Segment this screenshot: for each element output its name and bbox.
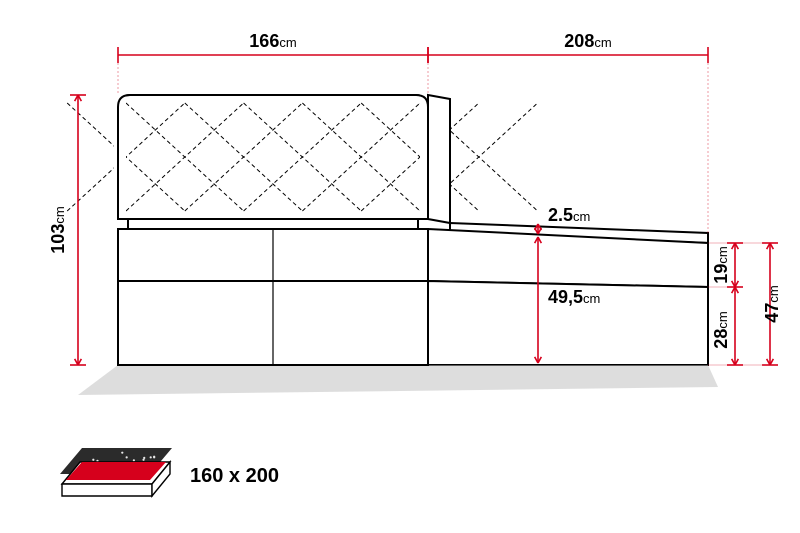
dimension-label: 166cm [249,31,296,51]
mattress-size-label: 160 x 200 [190,465,279,487]
dimension-label: 103cm [48,206,68,253]
dimension-label: 47cm [762,285,782,322]
dimension-label: 19cm [711,246,731,283]
svg-text:103cm: 103cm [48,206,68,253]
svg-text:208cm: 208cm [564,31,611,51]
svg-text:28cm: 28cm [711,311,731,348]
svg-text:166cm: 166cm [249,31,296,51]
svg-text:47cm: 47cm [762,285,782,322]
svg-text:2.5cm: 2.5cm [548,205,590,225]
dimension-label: 208cm [564,31,611,51]
dimension-label: 28cm [711,311,731,348]
svg-text:19cm: 19cm [711,246,731,283]
bed-dimension-diagram: 166cm208cm103cm2.5cm49,5cm47cm19cm28cm16… [0,0,800,533]
dimension-label: 2.5cm [548,205,590,225]
